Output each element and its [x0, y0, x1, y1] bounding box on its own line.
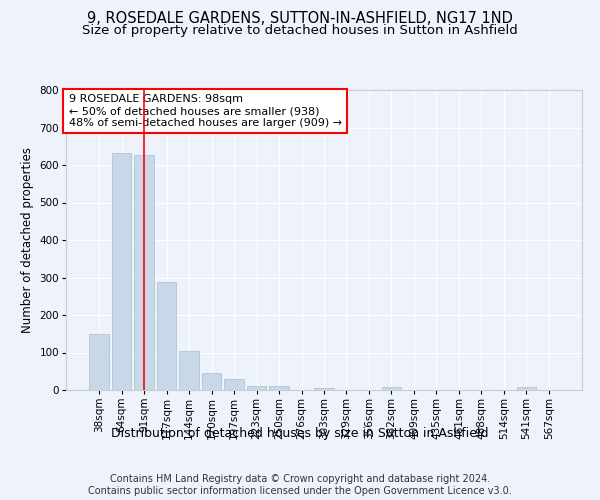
- Bar: [247, 386, 266, 390]
- Bar: [89, 334, 109, 390]
- Text: 9 ROSEDALE GARDENS: 98sqm
← 50% of detached houses are smaller (938)
48% of semi: 9 ROSEDALE GARDENS: 98sqm ← 50% of detac…: [68, 94, 342, 128]
- Bar: [157, 282, 176, 390]
- Bar: [134, 155, 154, 390]
- Bar: [179, 352, 199, 390]
- Bar: [314, 388, 334, 390]
- Text: Distribution of detached houses by size in Sutton in Ashfield: Distribution of detached houses by size …: [111, 428, 489, 440]
- Bar: [202, 373, 221, 390]
- Text: 9, ROSEDALE GARDENS, SUTTON-IN-ASHFIELD, NG17 1ND: 9, ROSEDALE GARDENS, SUTTON-IN-ASHFIELD,…: [87, 11, 513, 26]
- Text: Contains HM Land Registry data © Crown copyright and database right 2024.
Contai: Contains HM Land Registry data © Crown c…: [88, 474, 512, 496]
- Bar: [269, 386, 289, 390]
- Y-axis label: Number of detached properties: Number of detached properties: [21, 147, 34, 333]
- Bar: [382, 387, 401, 390]
- Bar: [517, 388, 536, 390]
- Bar: [112, 153, 131, 390]
- Text: Size of property relative to detached houses in Sutton in Ashfield: Size of property relative to detached ho…: [82, 24, 518, 37]
- Bar: [224, 379, 244, 390]
